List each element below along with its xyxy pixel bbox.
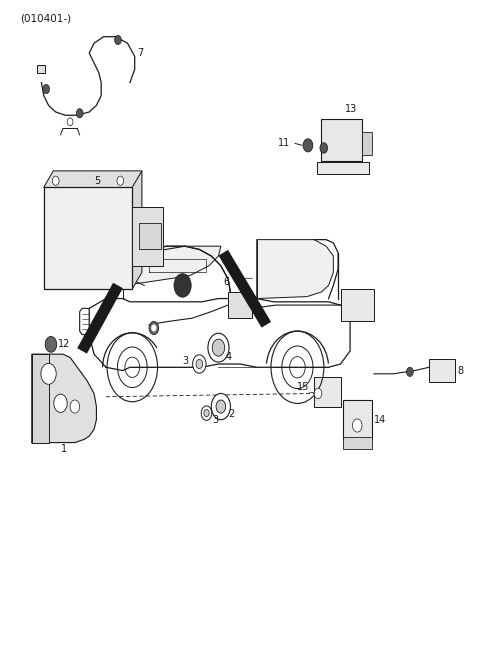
Bar [314, 377, 340, 407]
Text: 4: 4 [226, 352, 232, 363]
Circle shape [174, 274, 191, 297]
Circle shape [117, 176, 124, 185]
Text: 3: 3 [212, 415, 218, 424]
Bar [44, 187, 132, 289]
Text: 7: 7 [137, 48, 144, 58]
Circle shape [212, 339, 225, 356]
Bar [317, 163, 369, 174]
Circle shape [196, 359, 203, 369]
Bar [132, 207, 163, 266]
Circle shape [303, 139, 313, 152]
Circle shape [152, 325, 156, 331]
Text: 5: 5 [94, 176, 100, 186]
Text: 13: 13 [345, 104, 358, 113]
Circle shape [407, 367, 413, 377]
Bar [32, 354, 48, 443]
Circle shape [76, 109, 83, 118]
Circle shape [45, 337, 57, 352]
Polygon shape [44, 171, 142, 187]
Circle shape [201, 406, 212, 420]
Text: 12: 12 [58, 338, 71, 349]
Circle shape [208, 333, 229, 362]
Circle shape [204, 409, 209, 417]
Bar [340, 289, 374, 321]
Text: 2: 2 [228, 409, 234, 419]
Circle shape [54, 394, 67, 413]
Circle shape [211, 394, 230, 420]
Text: 15: 15 [298, 382, 310, 392]
Bar [37, 65, 45, 73]
Text: 6: 6 [223, 277, 229, 287]
Polygon shape [32, 354, 96, 443]
Text: 3: 3 [182, 356, 189, 366]
Bar [429, 359, 456, 382]
Circle shape [352, 419, 362, 432]
Circle shape [115, 35, 121, 45]
Polygon shape [257, 239, 333, 298]
Circle shape [67, 118, 73, 126]
Circle shape [43, 85, 49, 94]
Text: 14: 14 [374, 415, 386, 424]
Bar [322, 119, 362, 161]
Bar [228, 292, 252, 318]
Polygon shape [123, 246, 221, 285]
Text: 1: 1 [60, 444, 67, 454]
Bar [343, 400, 372, 440]
Circle shape [192, 355, 206, 373]
Circle shape [149, 321, 158, 335]
Polygon shape [132, 171, 142, 289]
Bar [362, 132, 372, 155]
Circle shape [320, 143, 327, 154]
Text: (010401-): (010401-) [20, 13, 71, 24]
Circle shape [216, 400, 226, 413]
Bar [140, 223, 161, 249]
Bar [343, 438, 372, 449]
Circle shape [41, 363, 56, 384]
Circle shape [52, 176, 59, 185]
Circle shape [314, 388, 322, 399]
Text: 11: 11 [278, 138, 290, 148]
Text: 8: 8 [458, 365, 464, 375]
Circle shape [70, 400, 80, 413]
